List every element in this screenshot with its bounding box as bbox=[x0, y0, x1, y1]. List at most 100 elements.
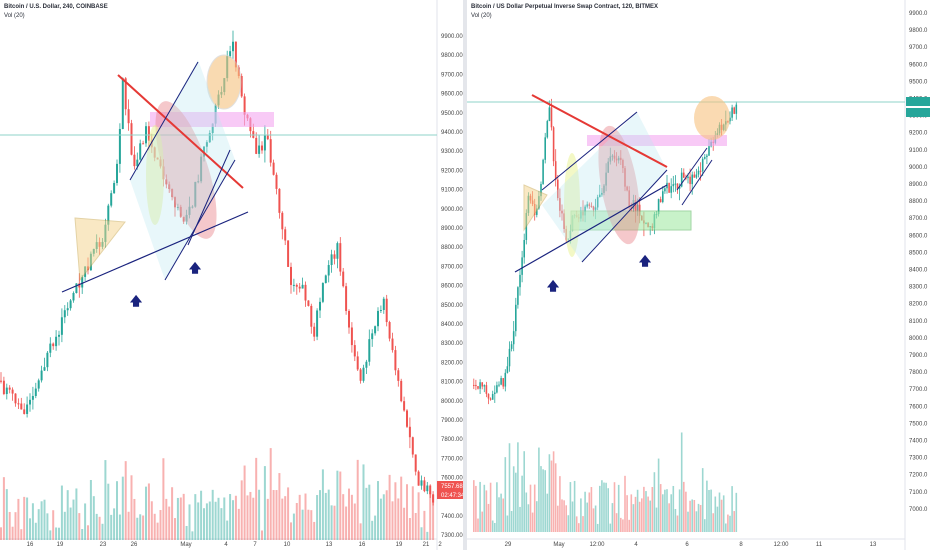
right-volume-bar bbox=[731, 486, 733, 532]
right-candle-body bbox=[491, 393, 494, 400]
right-candle-body bbox=[634, 199, 637, 211]
left-volume-bar bbox=[240, 480, 243, 540]
left-volume-bar bbox=[397, 498, 400, 540]
left-volume-bar bbox=[371, 520, 374, 540]
left-x-tick-label: 19 bbox=[396, 542, 403, 548]
left-channel-line bbox=[164, 159, 236, 281]
right-volume-bar bbox=[586, 502, 588, 532]
left-volume-bar bbox=[408, 518, 411, 540]
left-candle-body bbox=[26, 404, 29, 414]
right-volume-bar bbox=[517, 442, 519, 532]
right-candle-body bbox=[613, 155, 616, 159]
left-candle-body bbox=[423, 480, 426, 492]
left-candle-body bbox=[136, 159, 139, 167]
left-candle-body bbox=[46, 352, 49, 368]
right-volume-bar bbox=[575, 516, 578, 532]
coinbase-chart-canvas[interactable]: 9900.00 9800.00 9700.00 9600.00 9500.00 9400.… bbox=[0, 0, 463, 550]
right-candle-body bbox=[699, 170, 702, 172]
right-volume-bar bbox=[580, 498, 582, 532]
right-volume-bar bbox=[485, 490, 488, 532]
right-y-tick-label: 8500.0 bbox=[909, 250, 928, 256]
left-y-tick-label: 8600.00 bbox=[441, 284, 463, 290]
left-candle-body bbox=[374, 326, 377, 334]
left-candle-body bbox=[113, 182, 116, 194]
right-y-tick-label: 7200.0 bbox=[909, 473, 928, 479]
right-volume-bar bbox=[546, 493, 549, 532]
left-candle-body bbox=[350, 327, 353, 346]
right-candle-body bbox=[563, 213, 565, 229]
left-candle-body bbox=[232, 41, 234, 52]
right-volume-bar bbox=[498, 497, 500, 532]
left-candle-body bbox=[63, 310, 66, 318]
left-volume-bar bbox=[159, 510, 162, 540]
left-volume-bar bbox=[400, 476, 403, 540]
chart-pane-bitmex[interactable]: 9900.09800.09700.09600.09500.09400.09300… bbox=[467, 0, 932, 550]
right-volume-bar bbox=[722, 495, 725, 532]
left-candle-body bbox=[278, 188, 281, 213]
left-volume-bar bbox=[406, 484, 408, 540]
left-volume-bar bbox=[63, 511, 66, 540]
right-x-tick-label: 8 bbox=[739, 542, 743, 548]
left-support-trendline bbox=[61, 211, 249, 293]
left-candle-body bbox=[266, 135, 269, 140]
right-candle-body bbox=[659, 199, 662, 203]
left-candle-body bbox=[127, 109, 130, 124]
left-volume-bar bbox=[127, 511, 130, 540]
right-candle-body bbox=[672, 184, 675, 187]
right-channel-line bbox=[541, 111, 638, 191]
right-volume-bar bbox=[615, 513, 618, 532]
right-volume-bar bbox=[496, 482, 498, 532]
left-countdown-badge bbox=[437, 490, 463, 499]
right-volume-bar bbox=[622, 519, 624, 532]
right-volume-bar bbox=[664, 489, 666, 532]
bitmex-chart-canvas[interactable]: 9900.09800.09700.09600.09500.09400.09300… bbox=[467, 0, 932, 550]
left-candle-body bbox=[179, 206, 182, 217]
right-candle-body bbox=[615, 158, 618, 161]
right-y-tick-label: 9900.0 bbox=[909, 11, 928, 17]
right-volume-bar bbox=[655, 507, 658, 532]
left-volume-bar bbox=[26, 497, 29, 540]
right-volume-bar bbox=[554, 463, 557, 532]
left-candle-body bbox=[66, 308, 69, 311]
right-volume-bar bbox=[735, 492, 738, 532]
left-volume-bar bbox=[208, 501, 211, 540]
right-channel-line bbox=[681, 159, 713, 206]
right-y-tick-label: 7600.0 bbox=[909, 404, 928, 410]
left-volume-bar bbox=[429, 490, 432, 540]
right-volume-bar bbox=[502, 498, 504, 532]
right-volume-bar bbox=[712, 513, 714, 532]
left-candle-body bbox=[139, 143, 142, 160]
left-x-tick-label: 21 bbox=[423, 542, 430, 548]
left-candle-body bbox=[371, 333, 374, 340]
chart-pane-coinbase[interactable]: 9900.00 9800.00 9700.00 9600.00 9500.00 9400.… bbox=[0, 0, 463, 550]
right-volume-bar bbox=[550, 460, 553, 532]
right-y-tick-label: 7800.0 bbox=[909, 370, 928, 376]
right-x-tick-label: 13 bbox=[870, 542, 877, 548]
right-volume-bar bbox=[695, 511, 698, 532]
right-candle-body bbox=[735, 104, 738, 114]
left-volume-bar bbox=[313, 521, 316, 540]
right-candle-body bbox=[512, 331, 515, 345]
left-candle-body bbox=[403, 401, 406, 411]
right-x-tick-label: 29 bbox=[505, 542, 512, 548]
right-candle-body bbox=[546, 121, 549, 138]
right-volume-bar bbox=[557, 505, 559, 532]
left-red-trendline bbox=[117, 74, 244, 189]
right-y-tick-label: 7100.0 bbox=[909, 490, 928, 496]
right-volume-bar bbox=[512, 466, 515, 532]
left-y-tick-label: 9600.00 bbox=[441, 92, 463, 98]
right-candle-body bbox=[504, 372, 507, 387]
left-candle-body bbox=[188, 206, 191, 215]
right-y-tick-label: 8700.0 bbox=[909, 216, 928, 222]
left-volume-bar bbox=[226, 520, 229, 540]
right-volume-bar bbox=[515, 472, 517, 532]
left-volume-bar bbox=[359, 523, 362, 540]
left-candle-body bbox=[420, 480, 423, 486]
right-candle-body bbox=[544, 137, 546, 160]
left-volume-bar bbox=[72, 499, 75, 540]
right-volume-bar bbox=[613, 482, 616, 532]
right-candle-body bbox=[586, 204, 588, 207]
left-volume-bar bbox=[55, 527, 58, 540]
left-y-tick-label: 9800.00 bbox=[441, 53, 463, 59]
pane-divider[interactable] bbox=[463, 0, 467, 550]
